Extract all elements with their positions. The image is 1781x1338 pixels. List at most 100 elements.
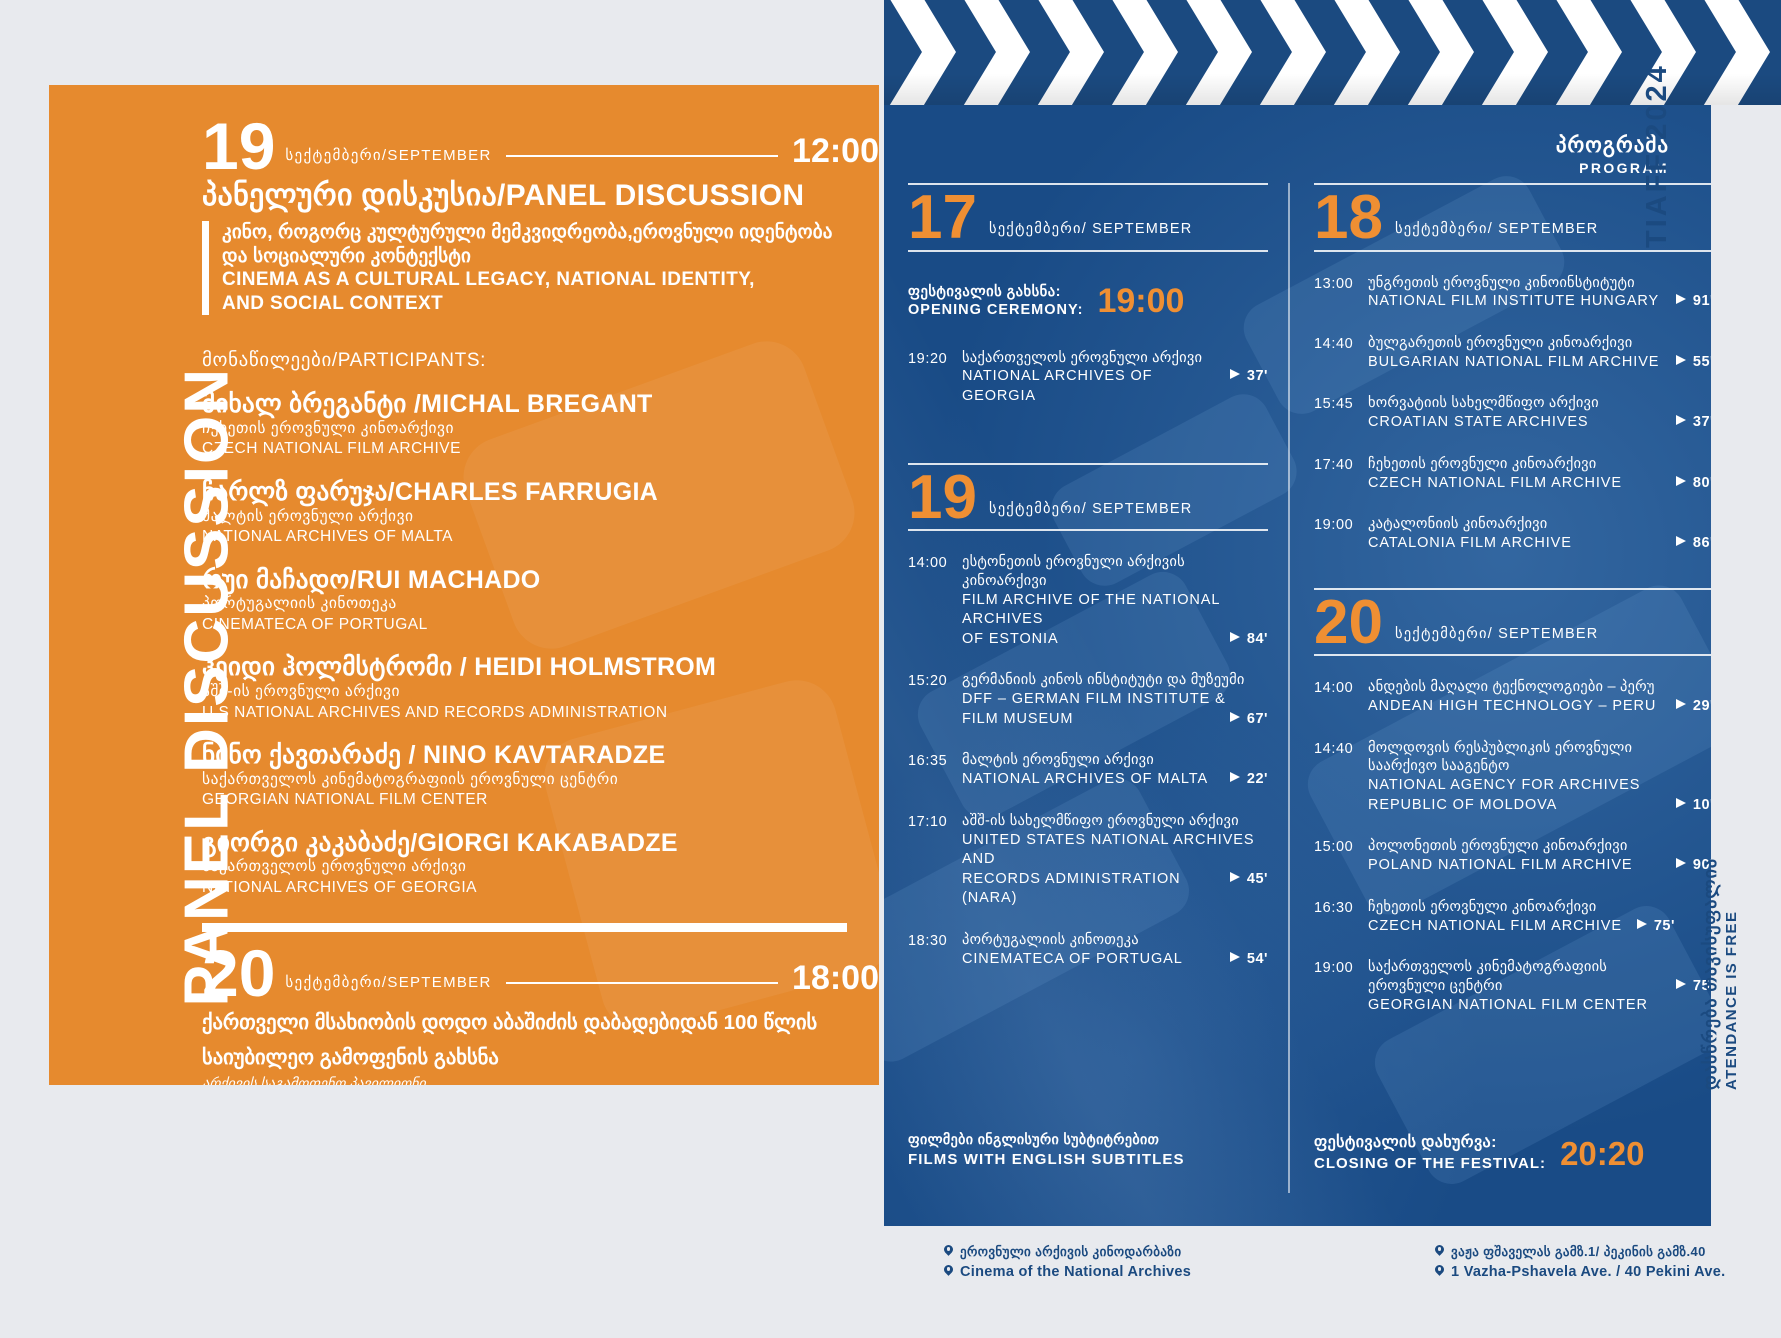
day-block-sep20: 20 სექტემბერი/ SEPTEMBER 14:00 ანდების მ… [1314,587,1711,1016]
participant-name: ჩარლზ ფარუჯა/CHARLES FARRUGIA [202,478,659,507]
entry-duration: 29' [1675,697,1711,717]
schedule-entry: 13:00 უნგრეთის ეროვნული კინოინსტიტუტი 91… [1314,274,1711,312]
chevron-icon [1030,0,1104,105]
entry-body: პორტუგალიის კინოთეკა 54' CINEMATECA OF P… [962,931,1268,969]
day-block-sep18: 18 სექტემბერი/ SEPTEMBER 13:00 უნგრეთის … [1314,183,1711,554]
panel-title: პანელური დისკუსია/PANEL DISCUSSION [202,179,805,213]
entry-time: 15:20 [908,673,948,690]
date-month: სექტემბერი/ SEPTEMBER [988,221,1193,238]
divider [908,249,1268,252]
play-triangle-icon [1675,294,1686,305]
date-header-17: 17 სექტემბერი/ SEPTEMBER [908,185,1268,250]
play-triangle-icon [1229,369,1240,380]
panel-subtitle-en-2: AND SOCIAL CONTEXT [222,292,444,314]
entry-title-en2: 84' OF ESTONIA [962,630,1268,650]
divider [505,155,779,158]
entry-list-sep20: 14:00 ანდების მაღალი ტექნოლოგიები – პერუ… [1314,678,1711,1015]
entry-title-en: CZECH NATIONAL FILM ARCHIVE 75' [1368,917,1675,934]
entry-title-en: 55' BULGARIAN NATIONAL FILM ARCHIVE [1368,353,1711,373]
entry-title-ka: აშშ-ის სახელმწიფო ეროვნული არქივი [962,812,1239,829]
footer-venue-2-ka: ვაჟა ფშაველას გამზ.1/ პეკინის გამზ.40 [1434,1244,1725,1260]
participant-org-en: U S NATIONAL ARCHIVES AND RECORDS ADMINI… [202,703,668,721]
entry-time: 14:40 [1314,335,1354,352]
participant-item: ნინო ქავთარაძე / NINO KAVTARADZE საქართვ… [202,742,879,811]
panel-subtitle-ka-2: და სოციალური კონტექსტი [222,245,472,267]
chevron-icon [1400,0,1474,105]
entry-time: 16:35 [908,753,948,770]
entry-time: 14:00 [908,555,948,572]
play-triangle-icon [1675,858,1686,869]
column-divider [1288,183,1290,1193]
schedule-entry: 15:20 გერმანიის კინოს ინსტიტუტი და მუზეუ… [908,671,1268,729]
subtitles-note-en: FILMS WITH ENGLISH SUBTITLES [908,1151,1185,1168]
location-pin-icon [943,1245,954,1256]
play-triangle-icon [1675,979,1686,989]
entry-time: 19:00 [1314,517,1354,534]
entry-body: უნგრეთის ეროვნული კინოინსტიტუტი 91' NATI… [1368,274,1711,312]
entry-duration: 55' [1675,353,1711,373]
clapper-board-strip [884,0,1781,105]
footer [0,1226,1781,1338]
entry-body: პოლონეთის ეროვნული კინოარქივი 90' POLAND… [1368,837,1711,875]
attendance-free-ka: დასწრება თავისუფალია [1700,857,1720,1090]
schedule-entry: 14:40 მოლდოვის რესპუბლიკის ეროვნული საარ… [1314,739,1711,816]
entry-duration: 86' [1675,534,1711,554]
entry-title-ka: ხორვატიის სახელმწიფო არქივი [1368,395,1599,412]
schedule-entry: 19:00 საქართველოს კინემატოგრაფიის 75' ერ… [1314,958,1711,1015]
play-triangle-icon [1675,415,1686,426]
closing-label: ფესტივალის დახურვა: CLOSING OF THE FESTI… [1314,1133,1546,1174]
location-pin-icon [1434,1265,1445,1276]
footer-venue-1: ეროვნული არქივის კინოდარბაზი Cinema of t… [943,1244,1191,1280]
participants-label: მონაწილეები/PARTICIPANTS: [202,350,486,372]
panel-date-month: სექტემბერი/SEPTEMBER [285,147,492,165]
schedule-entry: 17:40 ჩეხეთის ეროვნული კინოარქივი 80' CZ… [1314,455,1711,493]
attendance-free-en: ATENDANCE IS FREE [1723,910,1740,1090]
entry-time: 13:00 [1314,275,1354,292]
schedule-entry: 14:00 ესტონეთის ეროვნული არქივის კინოარქ… [908,553,1268,649]
panel-time: 12:00 [792,132,879,171]
play-triangle-icon [1229,631,1240,642]
participant-name: რუი მაჩადო/RUI MACHADO [202,565,541,594]
program-header: პროგრამა PROGRAM [1556,133,1669,176]
entry-title-en2: 10' REPUBLIC OF MOLDOVA [1368,796,1711,816]
entry-duration: 67' [1229,710,1268,730]
schedule-column-right: 18 სექტემბერი/ SEPTEMBER 13:00 უნგრეთის … [1288,183,1711,1015]
section-divider-bar [202,922,847,932]
schedule-entry: 19:20 საქართველოს ეროვნული არქივი 37' NA… [908,349,1268,407]
entry-title-en: 90' POLAND NATIONAL FILM ARCHIVE [1368,856,1711,876]
participant-item: მიხალ ბრეგანტი /MICHAL BREGANT ჩეხეთის ე… [202,391,879,460]
program-header-en: PROGRAM [1579,160,1669,176]
chevron-icon [956,0,1030,105]
footer-venue-2: ვაჟა ფშაველას გამზ.1/ პეკინის გამზ.40 1 … [1434,1244,1725,1280]
schedule-entry: 15:45 ხორვატიის სახელმწიფო არქივი 37' CR… [1314,394,1711,432]
entry-duration: 45' [1229,870,1268,890]
schedule-entry: 16:30 ჩეხეთის ეროვნული კინოარქივი CZECH … [1314,898,1711,936]
divider [908,529,1268,532]
entry-body: აშშ-ის სახელმწიფო ეროვნული არქივი UNITED… [962,812,1268,909]
entry-title-en: GEORGIAN NATIONAL FILM CENTER [1368,996,1648,1013]
participant-org-en: GEORGIAN NATIONAL FILM CENTER [202,791,488,809]
closing-time: 20:20 [1560,1134,1645,1172]
attendance-free-label: დასწრება თავისუფალია ATENDANCE IS FREE [1700,858,1740,1090]
entry-body: ჩეხეთის ეროვნული კინოარქივი CZECH NATION… [1368,898,1711,936]
divider [908,462,1268,465]
participant-org-ka: ჩეხეთის ეროვნული კინოარქივი [202,419,455,437]
schedule-entry: 18:30 პორტუგალიის კინოთეკა 54' CINEMATEC… [908,931,1268,969]
footer-venue-2-en: 1 Vazha-Pshavela Ave. / 40 Pekini Ave. [1434,1264,1725,1280]
participant-name: ნინო ქავთარაძე / NINO KAVTARADZE [202,741,666,770]
play-triangle-icon [1229,871,1240,882]
divider [1314,249,1711,252]
participant-org-ka: საქართველოს კინემატოგრაფიის ეროვნული ცენ… [202,770,619,788]
opening-ka: ფესტივალის გახსნა: [908,283,1061,300]
panel-discussion-panel: PANEL DISCUSSION 19 სექტემბერი/SEPTEMBER… [49,85,879,1085]
play-triangle-icon [1675,354,1686,365]
panel-date-number: 19 [202,109,276,183]
entry-time: 16:30 [1314,899,1354,916]
tiaff-year-label: TIAFF 2024 [1641,63,1673,248]
location-pin-icon [1434,1245,1445,1256]
date-month: სექტემბერი/ SEPTEMBER [1394,625,1599,642]
entry-body: ბულგარეთის ეროვნული კინოარქივი 55' BULGA… [1368,334,1711,372]
chevron-icon [1326,0,1400,105]
day-block-sep17: 17 სექტემბერი/ SEPTEMBER ფესტივალის გახს… [908,183,1268,407]
exhibition-time: 18:00 [792,958,879,997]
